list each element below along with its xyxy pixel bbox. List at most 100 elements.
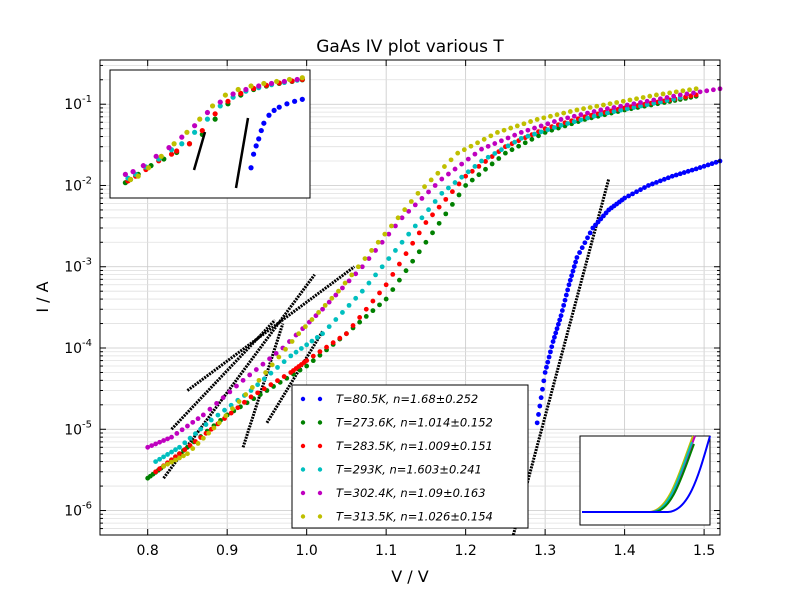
data-point (255, 390, 261, 396)
data-point (693, 86, 699, 92)
data-point (469, 168, 475, 174)
data-point (563, 292, 569, 298)
data-point (452, 180, 458, 185)
data-point (587, 105, 593, 110)
data-point (553, 330, 559, 336)
data-point (395, 215, 401, 221)
data-point (455, 150, 461, 156)
data-point (373, 248, 378, 253)
inset-point (192, 123, 198, 129)
inset-fit-line (234, 117, 250, 189)
data-point (317, 352, 323, 358)
data-point (249, 385, 255, 390)
x-tick-label: 1.0 (296, 543, 318, 559)
data-point (346, 278, 352, 284)
data-point (169, 459, 174, 465)
data-point (161, 438, 166, 443)
data-point (624, 102, 630, 108)
data-point (412, 202, 418, 208)
data-point (379, 239, 385, 245)
legend-label: T=302.4K, n=1.09±0.163 (336, 486, 486, 500)
legend-marker (317, 514, 323, 519)
legend-marker (300, 396, 306, 402)
data-point (416, 230, 422, 236)
data-point (614, 100, 620, 105)
data-point (574, 255, 580, 260)
data-point (681, 170, 687, 175)
data-point (521, 121, 527, 127)
data-point (654, 179, 659, 185)
data-point (654, 92, 659, 98)
data-point (456, 181, 462, 187)
inset-point (281, 78, 287, 85)
data-point (582, 240, 588, 246)
data-point (145, 444, 151, 450)
data-point (436, 220, 442, 226)
data-point (157, 466, 163, 472)
data-point (552, 125, 557, 130)
data-point (689, 167, 695, 173)
data-point (704, 88, 710, 94)
inset-point (271, 107, 277, 114)
data-point (283, 346, 288, 352)
inset-bottom-right-curves (582, 435, 711, 513)
data-point (489, 161, 495, 167)
inset-point (199, 127, 205, 134)
inset-point (266, 112, 272, 118)
data-point (333, 292, 339, 298)
inset-point (212, 111, 218, 117)
data-point (419, 196, 425, 201)
data-point (432, 183, 438, 188)
data-point (149, 443, 155, 449)
data-point (200, 412, 206, 418)
data-point (415, 190, 421, 196)
data-point (448, 157, 454, 163)
data-point (190, 446, 196, 451)
data-point (165, 452, 170, 457)
data-point (353, 271, 359, 277)
data-point (578, 117, 584, 123)
inset-point (225, 98, 231, 104)
data-point (173, 454, 178, 460)
data-point (485, 154, 491, 160)
data-point (349, 272, 355, 278)
data-point (459, 161, 465, 167)
data-point (465, 169, 471, 175)
data-point (382, 231, 388, 237)
data-point (548, 349, 553, 355)
inset-point (153, 153, 159, 159)
data-point (463, 183, 469, 188)
data-point (439, 190, 445, 196)
data-point (552, 334, 557, 340)
data-point (390, 287, 396, 293)
data-point (469, 177, 475, 183)
data-point (585, 235, 590, 241)
data-point (261, 386, 267, 392)
data-point (565, 287, 571, 293)
data-point (223, 413, 229, 419)
x-tick-label: 0.9 (216, 543, 238, 559)
data-point (446, 185, 451, 191)
data-point (673, 172, 679, 178)
data-point (461, 147, 467, 153)
fit-line (170, 319, 276, 431)
inset-point (217, 103, 223, 109)
data-point (419, 215, 425, 221)
data-point (436, 204, 442, 210)
legend-label: T=313.5K, n=1.026±0.154 (336, 510, 493, 524)
legend-marker (317, 443, 323, 449)
data-point (611, 109, 617, 114)
data-point (187, 435, 193, 441)
data-point (660, 91, 666, 97)
inset-point (230, 91, 236, 97)
data-point (423, 239, 429, 245)
data-point (634, 189, 639, 195)
data-point (383, 296, 389, 302)
data-point (350, 323, 356, 328)
data-point (622, 195, 628, 201)
data-point (538, 129, 544, 135)
data-point (557, 317, 563, 323)
data-point (314, 334, 320, 340)
data-point (326, 324, 332, 330)
data-point (687, 87, 692, 93)
